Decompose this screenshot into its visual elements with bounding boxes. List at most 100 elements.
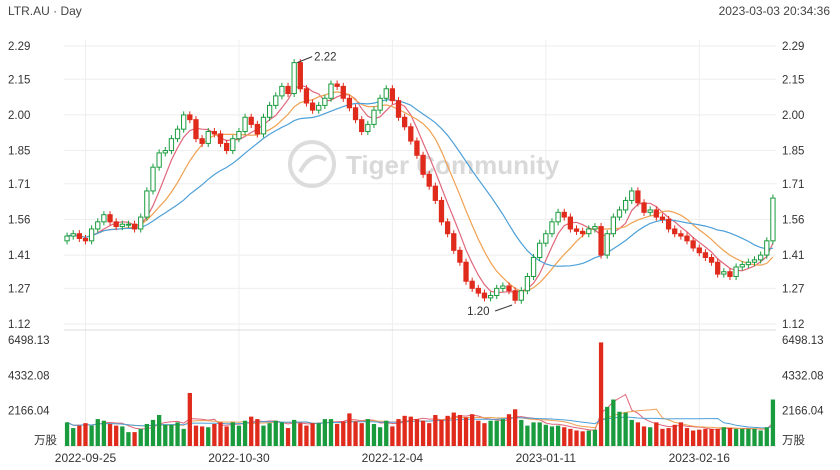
volume-bar[interactable] (715, 428, 720, 446)
volume-bar[interactable] (377, 427, 383, 446)
volume-bar[interactable] (427, 423, 432, 446)
volume-bar[interactable] (512, 409, 518, 446)
volume-bar[interactable] (506, 414, 512, 446)
volume-bar[interactable] (654, 422, 659, 446)
volume-bar[interactable] (764, 427, 769, 446)
candle[interactable] (101, 211, 107, 226)
volume-bar[interactable] (580, 431, 585, 446)
candle[interactable] (242, 113, 248, 136)
candle[interactable] (500, 282, 506, 292)
candle[interactable] (561, 208, 567, 221)
volume-bar[interactable] (169, 424, 174, 446)
volume-bar[interactable] (592, 429, 598, 446)
candle[interactable] (733, 263, 739, 281)
volume-bar[interactable] (648, 427, 653, 446)
volume-bar[interactable] (660, 428, 665, 446)
volume-bar[interactable] (261, 425, 266, 446)
candle[interactable] (592, 223, 598, 233)
volume-bar[interactable] (433, 415, 438, 446)
candle[interactable] (107, 211, 113, 226)
candle[interactable] (260, 113, 267, 138)
volume-bar[interactable] (95, 419, 100, 446)
volume-bar[interactable] (101, 420, 107, 446)
candle[interactable] (494, 284, 500, 300)
volume-bar[interactable] (746, 428, 751, 446)
candle[interactable] (487, 291, 494, 302)
candle[interactable] (690, 237, 696, 252)
volume-bar[interactable] (537, 422, 542, 446)
candle[interactable] (469, 277, 475, 292)
volume-bar[interactable] (543, 424, 548, 446)
volume-bar[interactable] (531, 422, 536, 446)
volume-bar[interactable] (273, 420, 278, 446)
volume-bar[interactable] (568, 428, 573, 446)
volume-bar[interactable] (727, 428, 733, 446)
volume-bar[interactable] (163, 424, 168, 446)
candle[interactable] (715, 258, 721, 278)
candle[interactable] (481, 289, 488, 302)
volume-bar[interactable] (617, 411, 622, 446)
volume-bar[interactable] (132, 432, 137, 446)
candle[interactable] (537, 239, 543, 262)
candle[interactable] (573, 225, 580, 235)
candle[interactable] (156, 149, 162, 171)
volume-bar[interactable] (488, 420, 493, 446)
candle[interactable] (88, 225, 95, 245)
candle[interactable] (389, 85, 396, 105)
volume-bar[interactable] (525, 425, 530, 446)
volume-bar[interactable] (690, 430, 696, 446)
volume-bar[interactable] (224, 426, 229, 446)
candle[interactable] (506, 282, 512, 295)
volume-bar[interactable] (457, 415, 463, 446)
candle[interactable] (205, 127, 211, 147)
volume-bar[interactable] (353, 421, 358, 446)
candle[interactable] (745, 258, 752, 269)
candle[interactable] (76, 230, 82, 243)
candle[interactable] (236, 127, 242, 143)
volume-bar[interactable] (249, 416, 254, 446)
volume-bar[interactable] (562, 427, 567, 446)
volume-bar[interactable] (230, 422, 235, 446)
volume-bar[interactable] (770, 399, 776, 446)
candle[interactable] (395, 97, 402, 121)
volume-bar[interactable] (476, 420, 481, 446)
volume-bar[interactable] (384, 420, 389, 446)
volume-bar[interactable] (310, 423, 315, 446)
volume-bar[interactable] (298, 423, 303, 446)
candle[interactable] (665, 215, 672, 233)
volume-bar[interactable] (684, 428, 690, 446)
candle[interactable] (696, 244, 702, 257)
volume-bar[interactable] (611, 399, 616, 446)
volume-bar[interactable] (120, 426, 125, 446)
volume-bar[interactable] (733, 428, 739, 446)
candle[interactable] (217, 130, 224, 147)
candle[interactable] (402, 113, 408, 131)
volume-bar[interactable] (408, 416, 413, 446)
volume-bar[interactable] (64, 422, 70, 446)
candle[interactable] (377, 94, 383, 114)
candle[interactable] (279, 82, 285, 100)
volume-bar[interactable] (77, 425, 82, 446)
candle[interactable] (530, 253, 537, 281)
candle[interactable] (346, 94, 353, 112)
candle[interactable] (580, 227, 586, 238)
candle[interactable] (273, 92, 279, 109)
volume-bar[interactable] (304, 425, 309, 446)
volume-bar[interactable] (156, 415, 162, 446)
candle[interactable] (181, 111, 187, 133)
candle[interactable] (340, 82, 346, 102)
candle[interactable] (586, 225, 592, 238)
volume-bar[interactable] (236, 425, 242, 446)
volume-bar[interactable] (678, 422, 684, 446)
candle[interactable] (150, 163, 156, 195)
volume-bar[interactable] (175, 422, 180, 446)
candle[interactable] (463, 258, 469, 285)
candle[interactable] (230, 135, 236, 155)
volume-bar[interactable] (396, 419, 401, 446)
volume-bar[interactable] (89, 425, 94, 446)
volume-bar[interactable] (439, 419, 444, 446)
volume-bar[interactable] (359, 423, 364, 446)
candle[interactable] (254, 120, 260, 138)
volume-bar[interactable] (555, 425, 561, 446)
candle[interactable] (144, 187, 150, 221)
